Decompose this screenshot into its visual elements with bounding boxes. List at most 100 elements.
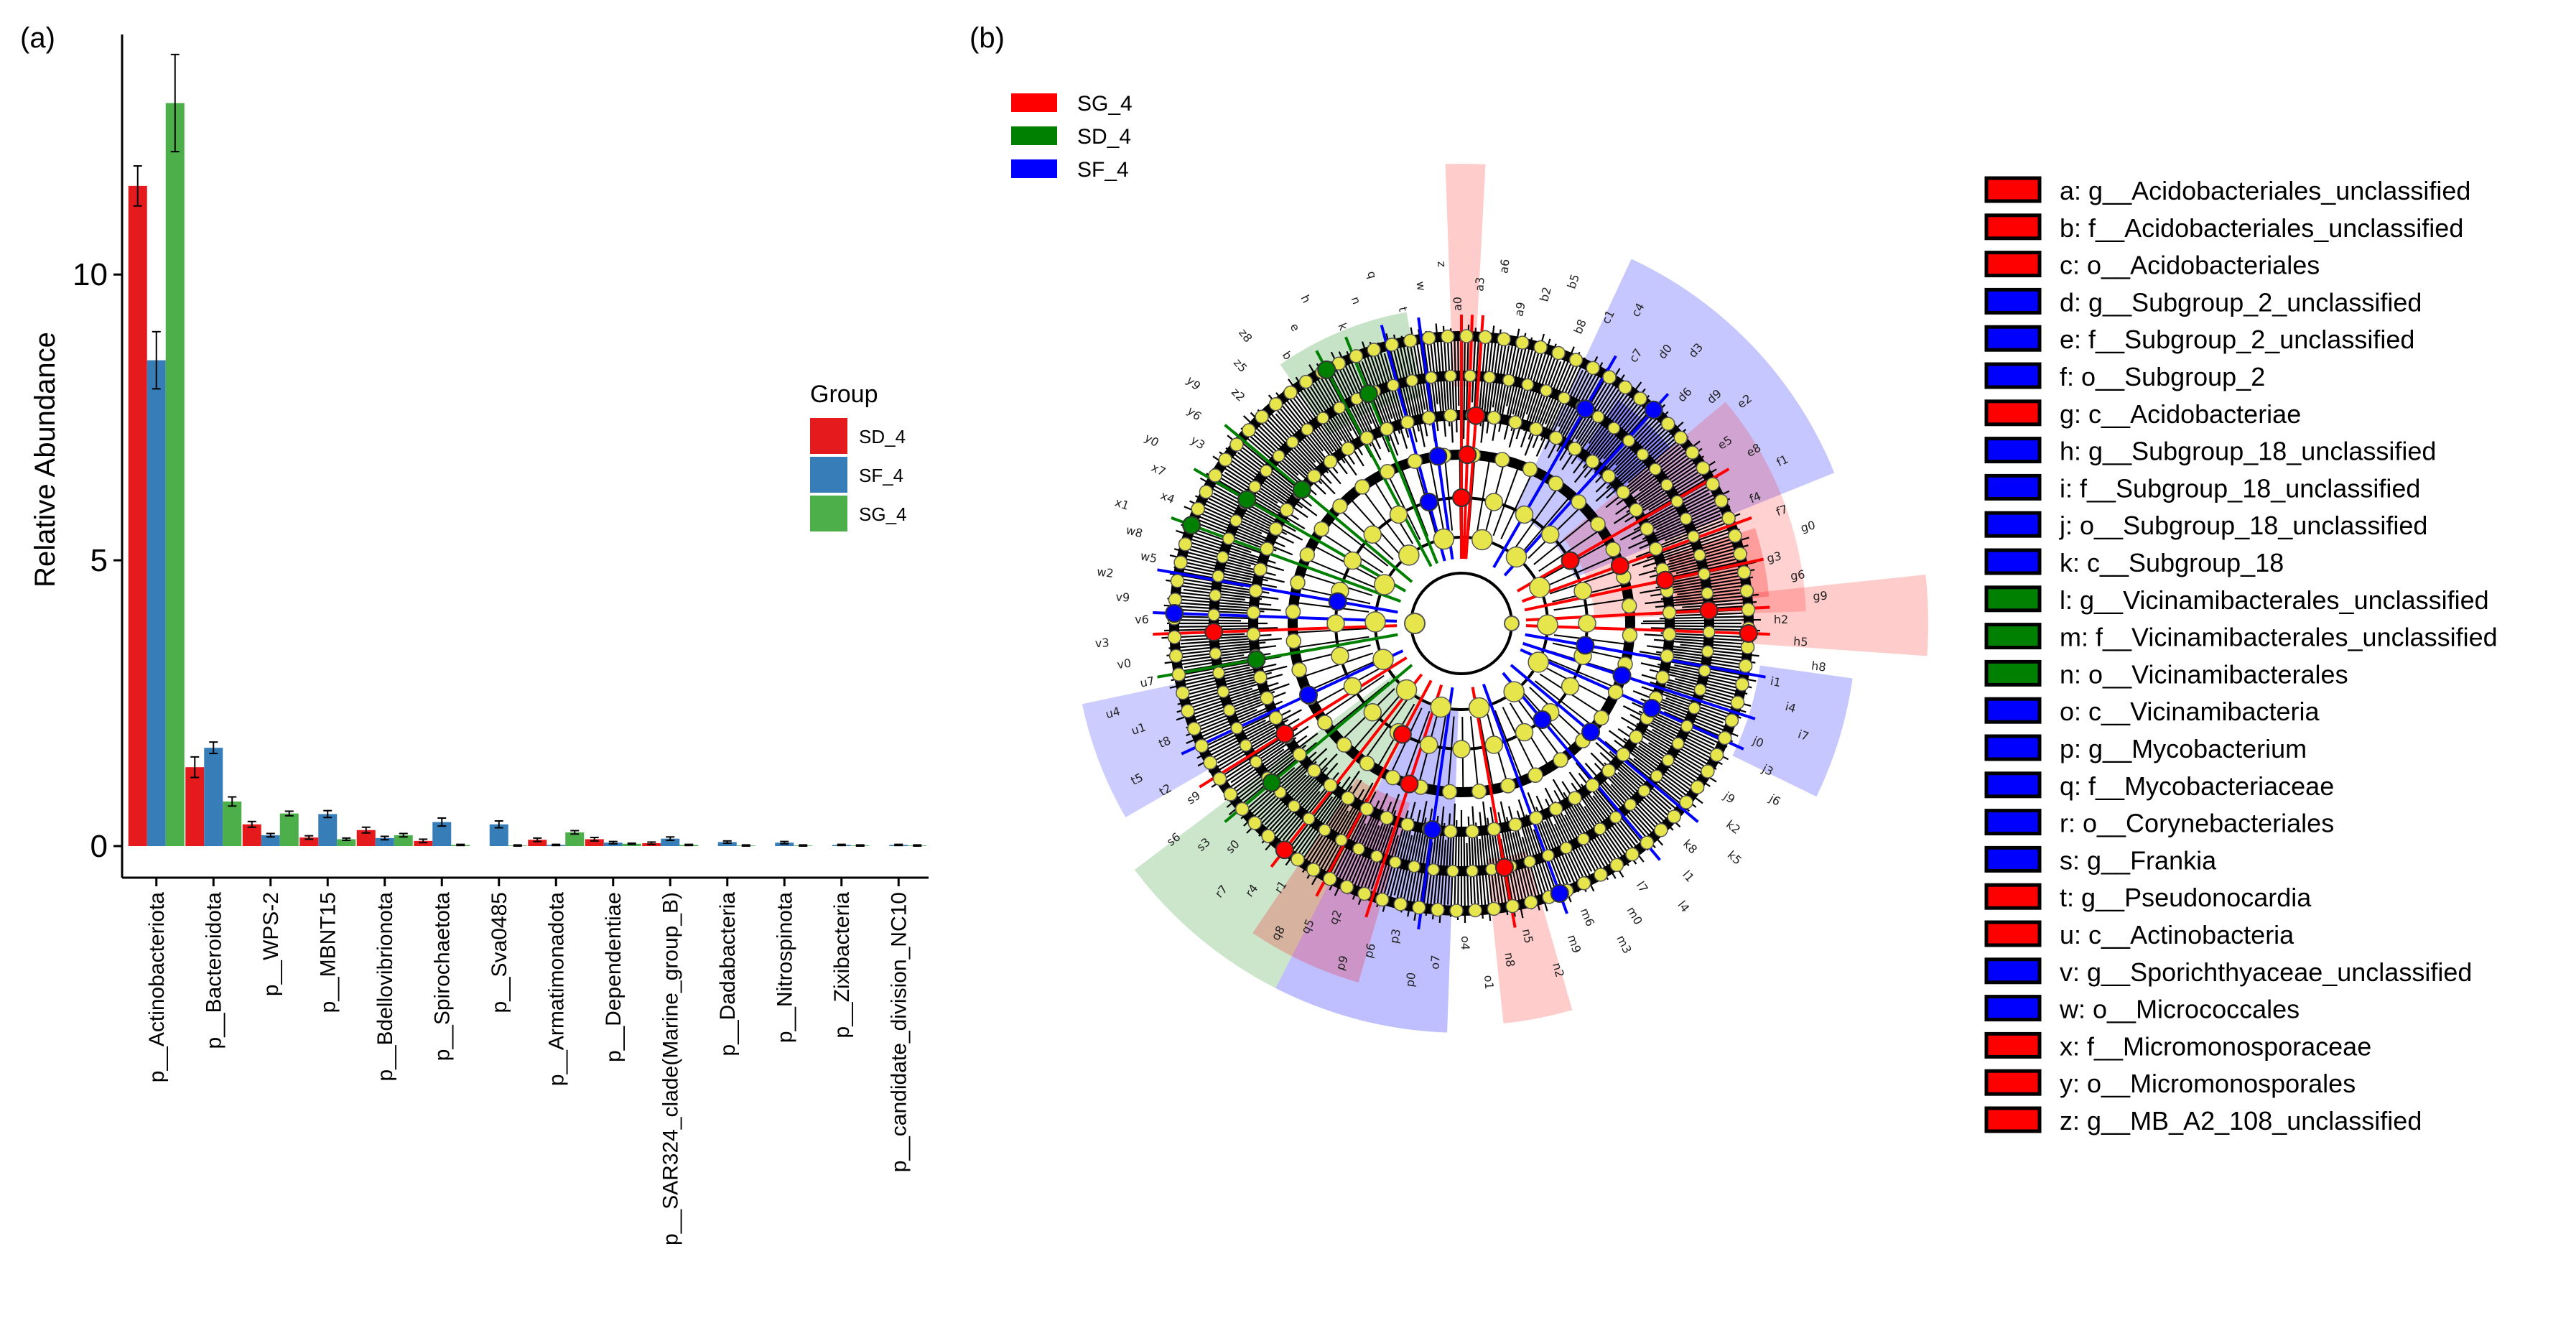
taxa-legend: a: g__Acidobacteriales_unclassified b: f_… — [1984, 176, 2498, 1136]
bar-SD_4-2 — [242, 824, 261, 846]
clade-spoke — [1273, 791, 1321, 846]
biomarker-spoke — [1364, 684, 1443, 918]
clade-spoke — [1179, 669, 1261, 690]
clade-node — [1398, 544, 1420, 566]
clade-label: s9 — [1184, 789, 1203, 807]
clade-label: f1 — [1775, 452, 1791, 469]
biomarker-spoke — [1224, 424, 1413, 583]
clade-node — [1484, 493, 1504, 511]
clade-label: n8 — [1502, 952, 1517, 968]
biomarker-node — [1581, 723, 1601, 742]
x-tick-label: p__MBNT15 — [316, 892, 340, 1013]
taxa-legend-label: u: c__Actinobacteria — [2060, 920, 2294, 949]
clade-node — [1601, 469, 1616, 483]
clade-spoke — [1369, 341, 1401, 434]
clade-node — [1640, 521, 1655, 537]
clade-highlight-o — [1739, 575, 1928, 656]
clade-spoke — [1357, 794, 1400, 906]
clade-spoke — [1189, 665, 1288, 692]
clade-spoke — [1620, 716, 1705, 767]
clade-label: y0 — [1143, 431, 1162, 450]
clade-node — [1230, 722, 1244, 735]
taxa-legend-swatch — [1984, 659, 2042, 687]
clade-spoke — [1628, 747, 1703, 804]
clade-highlight-n — [1732, 665, 1853, 797]
clade-node — [1332, 498, 1348, 514]
clade-node — [1730, 695, 1745, 710]
clade-node — [1640, 835, 1655, 850]
x-tick-label: p__Bdellovibrionota — [373, 892, 397, 1082]
cladogram-group-legend: SG_4 SD_4 SF_4 — [1011, 92, 1133, 182]
clade-spoke — [1534, 680, 1598, 730]
legend-swatch-SF_4 — [810, 457, 847, 493]
clade-spoke — [1680, 644, 1751, 653]
clade-node — [1387, 379, 1400, 392]
clade-spoke — [1648, 468, 1717, 511]
taxa-legend-label: a: g__Acidobacteriales_unclassified — [2060, 176, 2470, 205]
clade-node — [1260, 464, 1273, 478]
clade-label: b2 — [1537, 285, 1554, 303]
clade-label: a3 — [1472, 277, 1487, 292]
biomarker-node — [1419, 492, 1438, 511]
taxa-legend-label: l: g__Vicinamibacterales_unclassified — [2060, 585, 2489, 615]
clade-node — [1389, 505, 1408, 524]
clade-node — [1323, 871, 1337, 886]
clade-node — [1529, 422, 1543, 437]
clade-node — [1176, 686, 1190, 700]
clade-spoke — [1196, 708, 1257, 736]
legend-label: SD_4 — [859, 426, 906, 447]
clade-spoke — [1267, 766, 1329, 832]
clade-spoke — [1666, 670, 1739, 689]
clade-label: e — [1288, 321, 1303, 334]
clade-spoke — [1575, 762, 1649, 851]
clade-label: o4 — [1459, 936, 1472, 950]
biomarker-spoke — [1153, 624, 1398, 636]
clade-spoke — [1549, 567, 1625, 595]
clade-node — [1637, 784, 1651, 797]
clade-label: l4 — [1675, 899, 1692, 915]
bar-SD_4-8 — [585, 839, 604, 846]
biomarker-spoke — [1417, 687, 1454, 930]
clade-node — [1212, 771, 1227, 786]
clade-spoke — [1647, 742, 1705, 779]
clade-node — [1336, 737, 1352, 753]
biomarker-spoke — [1502, 672, 1661, 861]
clade-spoke — [1492, 341, 1504, 408]
clade-node — [1693, 683, 1707, 696]
clade-spoke — [1285, 776, 1351, 866]
clade-node — [1464, 369, 1477, 382]
clade-node — [1471, 529, 1493, 551]
biomarker-spoke — [1521, 516, 1752, 603]
clade-spoke — [1520, 343, 1557, 448]
clade-label: u7 — [1139, 674, 1156, 690]
clade-spoke — [1310, 373, 1353, 443]
biomarker-node — [1655, 570, 1675, 590]
clade-label: q — [1364, 269, 1380, 280]
biomarker-spoke — [1520, 648, 1744, 751]
clade-spoke — [1319, 782, 1374, 879]
clade-spoke — [1218, 463, 1278, 504]
clade-spoke — [1314, 789, 1365, 873]
clade-spoke — [1230, 455, 1303, 509]
clade-spoke — [1628, 506, 1721, 549]
clade-node — [1602, 370, 1617, 384]
clade-node — [1693, 549, 1706, 562]
clade-node — [1375, 892, 1390, 907]
clade-node — [1662, 605, 1677, 620]
clade-spoke — [1479, 812, 1492, 921]
clade-spoke — [1436, 822, 1446, 911]
clade-node — [1508, 817, 1522, 832]
clade-node — [1354, 479, 1370, 495]
clade-node — [1298, 374, 1313, 389]
clade-spoke — [1594, 413, 1648, 474]
clade-label: j3 — [1759, 761, 1775, 779]
clade-node — [1576, 876, 1591, 891]
clade-node — [1523, 855, 1536, 868]
clade-node — [1380, 464, 1395, 480]
clade-spokes — [1161, 323, 1761, 923]
clade-node — [1706, 477, 1720, 491]
clade-node — [1349, 349, 1364, 363]
clade-node — [1515, 723, 1534, 742]
clade-spoke — [1171, 590, 1245, 601]
taxa-legend-swatch — [1984, 734, 2042, 761]
